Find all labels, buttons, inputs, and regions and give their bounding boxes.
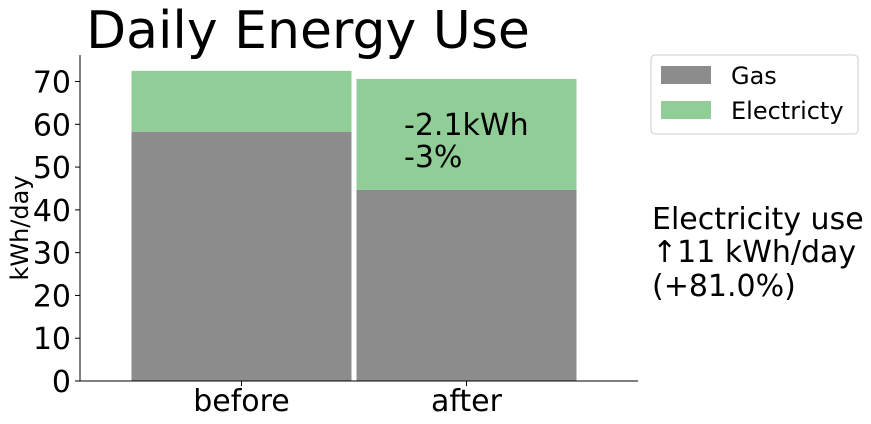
y-tick-label-60: 60 <box>33 108 71 143</box>
side-note-line-3: (+81.0%) <box>652 269 796 304</box>
y-tick-label-10: 10 <box>33 322 71 357</box>
bar-after-gas <box>356 189 577 381</box>
legend: Gas Electricty <box>650 54 859 135</box>
axes-layer: before after 0 10 20 30 40 50 60 70 <box>33 55 638 419</box>
bars-layer <box>131 70 577 381</box>
bar-after-electricity <box>356 78 577 190</box>
x-tick-label-before: before <box>193 384 290 419</box>
bar-before-gas <box>131 132 352 381</box>
y-tick-label-50: 50 <box>33 151 71 186</box>
chart-title: Daily Energy Use <box>86 1 530 61</box>
bar-before-electricity <box>131 70 352 133</box>
y-tick-label-20: 20 <box>33 279 71 314</box>
legend-label-gas: Gas <box>731 62 777 90</box>
bar-delta-annotation: -2.1kWh -3% <box>404 108 529 175</box>
bar-delta-kwh: -2.1kWh <box>404 108 529 143</box>
y-tick-label-40: 40 <box>33 194 71 229</box>
legend-swatch-gas <box>661 66 711 84</box>
side-note-line-2: ↑11 kWh/day <box>652 235 856 270</box>
y-tick-label-30: 30 <box>33 237 71 272</box>
x-tick-label-after: after <box>431 384 503 419</box>
y-tick-label-0: 0 <box>52 365 71 400</box>
bar-delta-percent: -3% <box>404 140 462 175</box>
y-axis-label: kWh/day <box>6 175 34 280</box>
legend-label-electricity: Electricty <box>731 97 844 125</box>
legend-swatch-electricity <box>661 101 711 119</box>
side-note-line-1: Electricity use <box>652 202 864 237</box>
side-note: Electricity use ↑11 kWh/day (+81.0%) <box>652 202 864 304</box>
y-tick-label-70: 70 <box>33 66 71 101</box>
